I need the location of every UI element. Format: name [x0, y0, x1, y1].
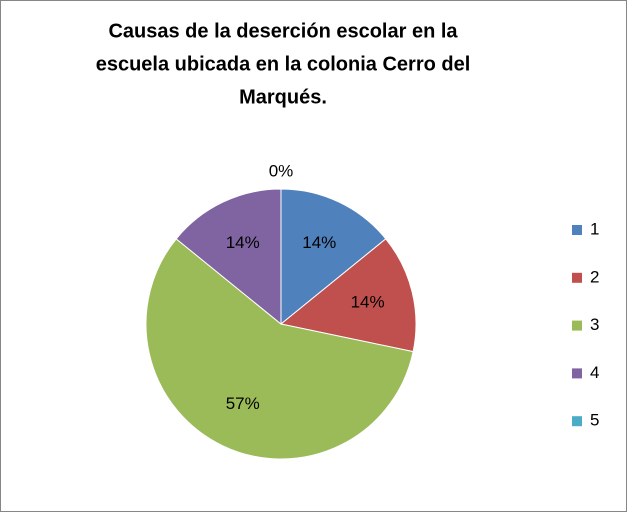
legend-label: 2	[590, 267, 599, 286]
legend-swatch	[572, 320, 582, 331]
pie-slice	[279, 238, 417, 353]
chart-title: Marqués.	[239, 86, 327, 108]
chart-title: Causas de la deserción escolar en la	[108, 20, 458, 42]
data-label: 14%	[226, 233, 260, 252]
legend-label: 1	[590, 219, 599, 238]
data-label: 14%	[351, 292, 385, 311]
legend-swatch	[572, 416, 582, 427]
legend-label: 5	[590, 411, 599, 430]
legend-swatch	[572, 368, 582, 379]
legend-label: 3	[590, 315, 599, 334]
pie-slice	[280, 188, 387, 326]
data-label: 14%	[302, 233, 336, 252]
legend-label: 4	[590, 363, 599, 382]
chart-title: escuela ubicada en la colonia Cerro del	[96, 53, 471, 75]
pie-slice	[145, 238, 414, 460]
legend-swatch	[572, 225, 582, 235]
pie-slice	[175, 188, 282, 326]
legend-swatch	[572, 272, 582, 283]
data-label: 57%	[226, 394, 260, 413]
data-label: 0%	[269, 161, 294, 180]
